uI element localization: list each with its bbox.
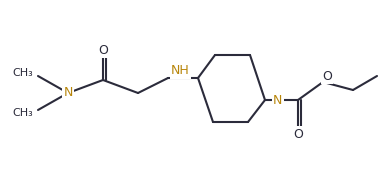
Text: O: O	[293, 127, 303, 140]
Text: N: N	[273, 93, 283, 106]
Text: CH₃: CH₃	[12, 68, 33, 78]
Text: O: O	[322, 70, 332, 83]
Text: O: O	[98, 43, 108, 56]
Text: NH: NH	[171, 64, 190, 77]
Text: CH₃: CH₃	[12, 108, 33, 118]
Text: N: N	[63, 86, 73, 99]
